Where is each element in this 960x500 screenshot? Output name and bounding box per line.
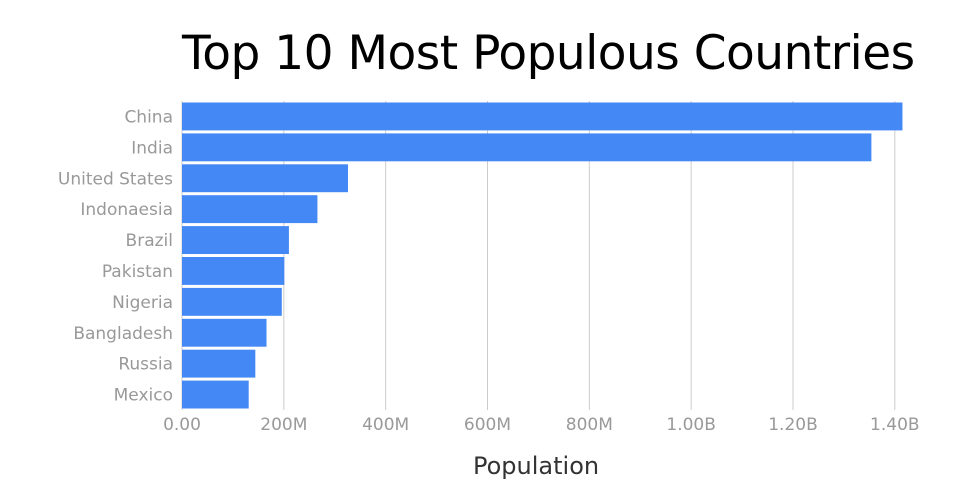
bar[interactable] (182, 133, 872, 162)
x-tick-label: 1.00B (666, 415, 716, 435)
bar[interactable] (182, 102, 903, 131)
bar[interactable] (182, 318, 267, 347)
category-label: India (131, 138, 173, 158)
category-label: Russia (118, 355, 173, 375)
bar[interactable] (182, 349, 256, 378)
category-labels: China India United States Indonaesia Brazil P… (58, 107, 173, 405)
bar[interactable] (182, 226, 289, 254)
category-label: Brazil (126, 231, 173, 251)
x-tick-label: 800M (566, 415, 613, 435)
x-tick-labels: 0.00 200M 400M 600M 800M 1.00B 1.20B 1.40B (163, 415, 920, 435)
category-label: China (124, 107, 173, 127)
x-axis-title: Population (473, 452, 600, 480)
x-tick-label: 400M (362, 415, 409, 435)
category-label: Pakistan (102, 262, 173, 282)
category-label: Indonaesia (80, 200, 173, 220)
x-tick-label: 600M (464, 415, 511, 435)
bar[interactable] (182, 164, 348, 193)
chart-title: Top 10 Most Populous Countries (182, 26, 915, 81)
bar[interactable] (182, 195, 318, 224)
x-tick-label: 0.00 (163, 415, 201, 435)
bar[interactable] (182, 257, 285, 285)
bar[interactable] (182, 287, 282, 316)
bar[interactable] (182, 380, 249, 409)
x-tick-label: 1.40B (870, 415, 920, 435)
category-label: Nigeria (112, 293, 173, 313)
x-tick-label: 200M (260, 415, 307, 435)
category-label: Bangladesh (73, 324, 173, 344)
x-tick-label: 1.20B (768, 415, 818, 435)
category-label: Mexico (114, 386, 173, 406)
category-label: United States (58, 169, 173, 189)
bars (182, 102, 903, 409)
